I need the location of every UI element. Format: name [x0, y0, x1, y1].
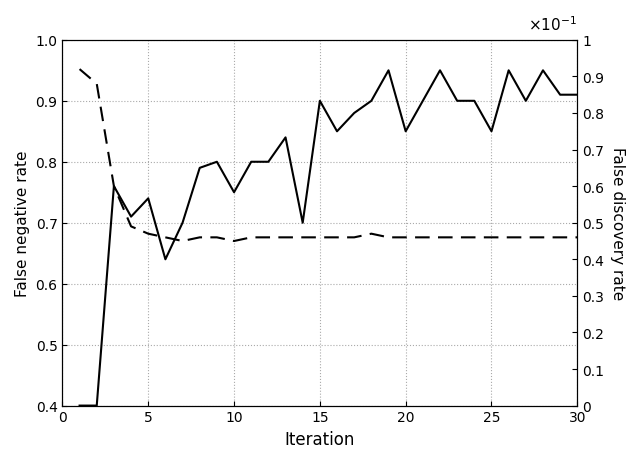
Text: $\times10^{-1}$: $\times10^{-1}$: [528, 15, 577, 33]
X-axis label: Iteration: Iteration: [285, 430, 355, 448]
Y-axis label: False negative rate: False negative rate: [15, 150, 30, 296]
Y-axis label: False discovery rate: False discovery rate: [610, 147, 625, 300]
